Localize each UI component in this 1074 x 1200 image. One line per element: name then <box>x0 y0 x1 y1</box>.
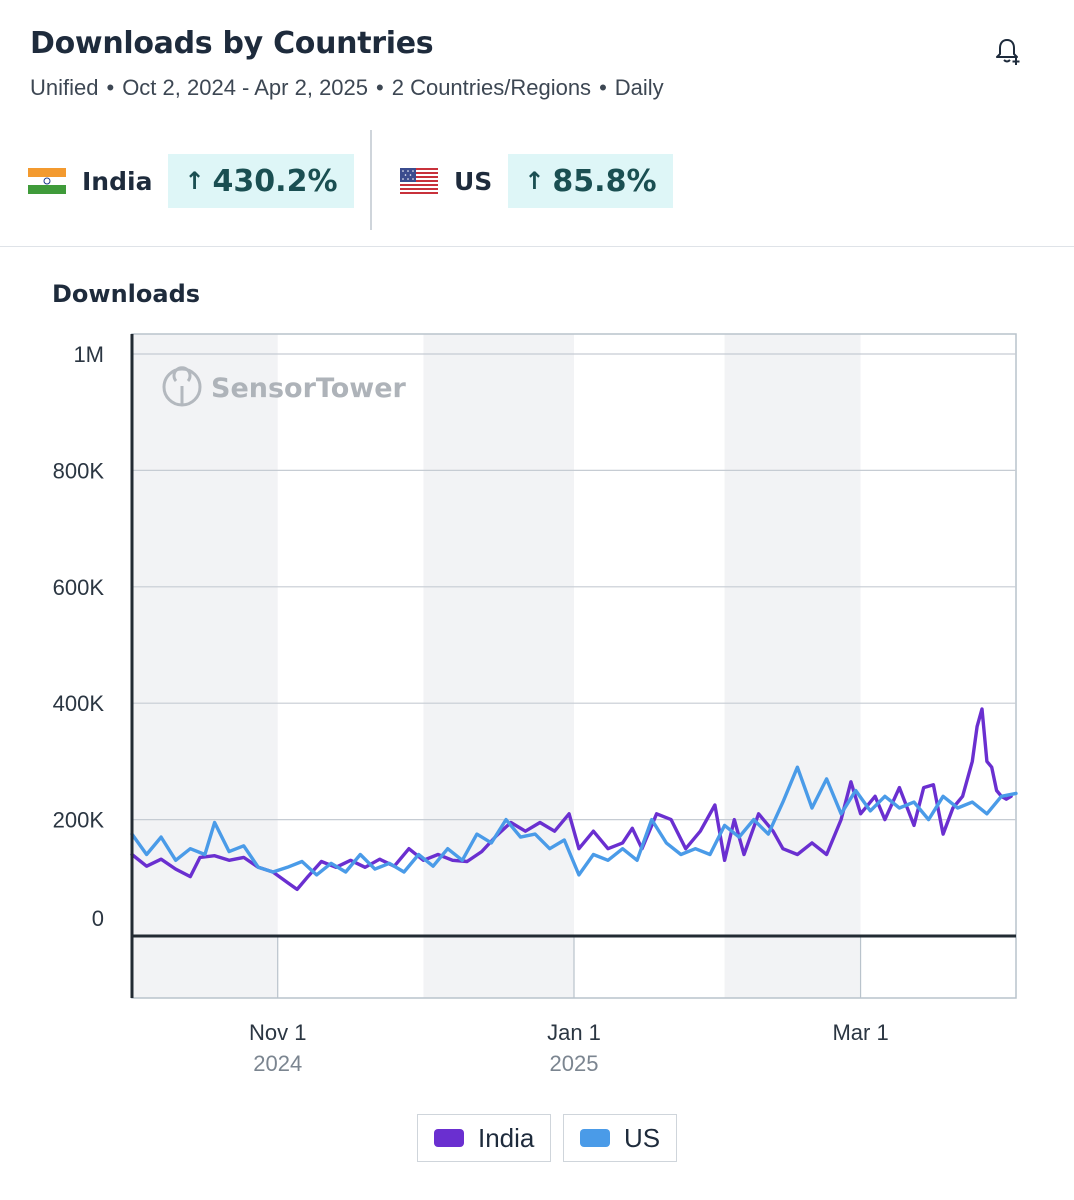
x-tick-year: 2024 <box>253 1051 302 1076</box>
subtitle-granularity: Daily <box>614 75 664 100</box>
x-tick-label: Mar 1 <box>832 1020 888 1045</box>
subtitle-platform: Unified <box>30 75 99 100</box>
y-tick-label: 400K <box>53 691 105 716</box>
legend-item-india[interactable]: India <box>417 1114 552 1162</box>
series-line-us <box>130 765 1018 877</box>
subtitle-separator: • <box>106 75 115 100</box>
y-tick-label: 600K <box>53 575 105 600</box>
subtitle-separator: • <box>599 75 607 100</box>
downloads-line-chart: 0 200K 400K 600K 800K 1M Nov 1 2024 Jan 1 2025 Mar… <box>53 333 1018 1076</box>
y-tick-label: 0 <box>92 906 104 931</box>
metric-us[interactable]: US ↑ 85.8% <box>400 154 673 208</box>
metric-india[interactable]: India ↑ 430.2% <box>28 154 354 208</box>
subtitle-countries: 2 Countries/Regions <box>391 75 592 100</box>
subtitle: Unified • Oct 2, 2024 - Apr 2, 2025 • 2 Coun… <box>30 75 1044 101</box>
flag-india-icon <box>28 168 66 194</box>
metric-country-name: US <box>454 166 493 196</box>
month-band <box>724 334 861 998</box>
subtitle-date-range: Oct 2, 2024 - Apr 2, 2025 <box>122 75 369 100</box>
x-tick-label: Jan 1 <box>547 1020 601 1045</box>
metric-change-badge: ↑ 85.8% <box>508 154 673 208</box>
y-tick-label: 200K <box>53 808 105 833</box>
metrics-divider <box>370 130 372 230</box>
subtitle-separator: • <box>376 75 384 100</box>
metrics-bar: India ↑ 430.2% US ↑ 85.8% <box>0 130 1074 247</box>
series-line-india <box>130 707 1013 892</box>
page-title: Downloads by Countries <box>30 26 434 61</box>
watermark-text: SensorTower <box>211 373 407 404</box>
metric-country-name: India <box>82 166 153 196</box>
x-tick-year: 2025 <box>550 1051 599 1076</box>
month-band <box>132 334 278 998</box>
metric-change-value: 85.8% <box>552 163 657 199</box>
bell-plus-icon[interactable] <box>992 36 1022 66</box>
legend-swatch-us <box>580 1129 610 1147</box>
y-tick-label: 800K <box>53 458 105 483</box>
legend-item-us[interactable]: US <box>563 1114 678 1162</box>
legend-swatch-india <box>434 1129 464 1147</box>
y-tick-label: 1M <box>73 342 104 367</box>
flag-us-icon <box>400 168 438 194</box>
legend-label-us: US <box>624 1122 661 1153</box>
arrow-up-icon: ↑ <box>184 167 205 195</box>
arrow-up-icon: ↑ <box>524 167 545 195</box>
metric-change-value: 430.2% <box>212 163 338 199</box>
chart-header: Downloads by Countries Unified • Oct 2, 20… <box>30 26 1044 101</box>
sensortower-logo-icon <box>172 366 192 405</box>
x-tick-label: Nov 1 <box>249 1020 306 1045</box>
sensortower-watermark: SensorTower <box>162 366 407 407</box>
month-band <box>423 334 574 998</box>
metric-change-badge: ↑ 430.2% <box>168 154 354 208</box>
legend-label-india: India <box>478 1122 535 1153</box>
chart-title: Downloads <box>52 280 201 308</box>
